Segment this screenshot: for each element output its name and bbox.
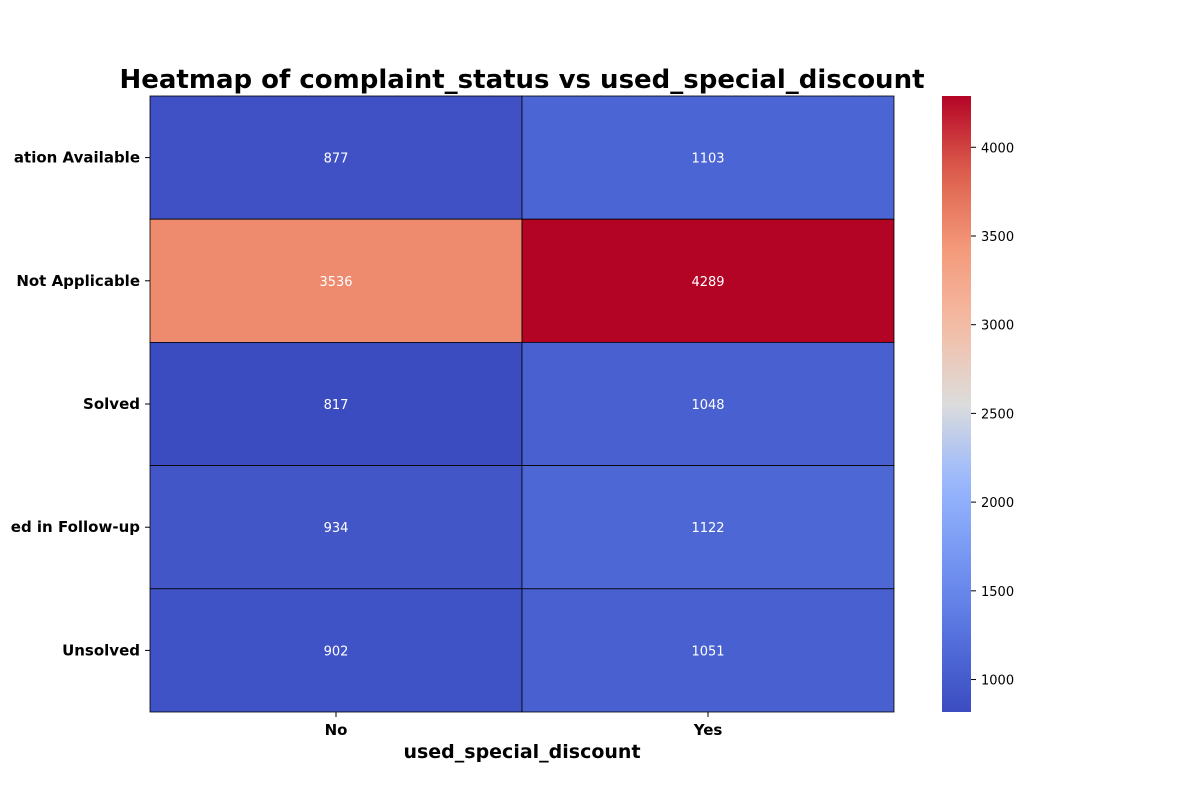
y-tick-label: Solved <box>83 395 140 413</box>
colorbar-ticks: 1000 1500 2000 2500 3000 3500 4000 <box>971 141 1014 689</box>
colorbar-tick-label: 1500 <box>981 585 1014 600</box>
heatmap-cells <box>149 95 895 713</box>
heatmap-cell <box>149 95 523 220</box>
heatmap-cell <box>149 465 523 590</box>
colorbar-tick-label: 4000 <box>981 141 1014 156</box>
cell-value-label: 934 <box>324 521 349 536</box>
cell-value-label: 3536 <box>319 275 352 290</box>
y-tick-label: Not Applicable <box>16 272 140 290</box>
cell-value-label: 1103 <box>691 152 724 167</box>
cell-value-label: 1048 <box>691 398 724 413</box>
colorbar-tick-label: 1000 <box>981 674 1014 689</box>
cell-value-label: 902 <box>324 644 349 659</box>
colorbar-tick-label: 3500 <box>981 230 1014 245</box>
y-axis-ticks: ation Available Not Applicable Solved ed in… <box>11 149 150 659</box>
cell-value-label: 4289 <box>691 275 724 290</box>
heatmap-cell-labels: 877 1103 3536 4289 817 1048 934 1122 902 1051 <box>319 152 724 660</box>
heatmap-cell <box>521 588 895 713</box>
y-tick-label: Unsolved <box>62 641 140 659</box>
chart-title: Heatmap of complaint_status vs used_spec… <box>119 65 924 95</box>
colorbar-tick-label: 2500 <box>981 407 1014 422</box>
heatmap-cell <box>521 218 895 343</box>
cell-value-label: 877 <box>324 152 349 167</box>
x-axis-ticks: No Yes <box>325 712 723 739</box>
x-axis-label: used_special_discount <box>403 741 640 763</box>
heatmap-cell <box>521 95 895 220</box>
y-tick-label: ed in Follow-up <box>11 518 140 536</box>
x-tick-label: No <box>325 721 348 739</box>
cell-value-label: 1122 <box>691 521 724 536</box>
colorbar <box>942 96 971 712</box>
heatmap-cell <box>521 341 895 466</box>
x-tick-label: Yes <box>693 721 723 739</box>
cell-value-label: 1051 <box>691 644 724 659</box>
cell-value-label: 817 <box>324 398 349 413</box>
y-tick-label: ation Available <box>14 149 140 167</box>
colorbar-tick-label: 3000 <box>981 319 1014 334</box>
heatmap-cell <box>521 465 895 590</box>
heatmap-cell <box>149 341 523 466</box>
heatmap-cell <box>149 218 523 343</box>
colorbar-tick-label: 2000 <box>981 496 1014 511</box>
